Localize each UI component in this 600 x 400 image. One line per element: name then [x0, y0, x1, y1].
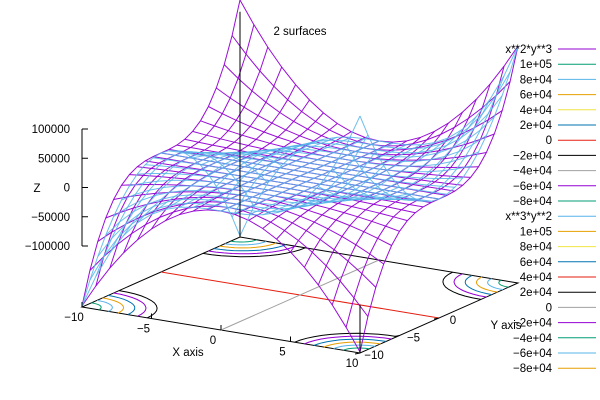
z-tick-label: −100000 [25, 241, 70, 253]
legend-series-label: x**2*y**3 [505, 44, 552, 56]
mesh-line [290, 137, 449, 209]
base-contour-arc [208, 245, 296, 255]
legend-contour-label: 0 [546, 135, 552, 147]
x-tick-label: −5 [137, 324, 150, 336]
mesh-line [89, 205, 369, 317]
legend-contour-label: 1e+05 [520, 226, 552, 238]
legend-contour-label: −6e+04 [513, 348, 553, 360]
mesh-line [176, 150, 455, 188]
mesh-line [160, 152, 440, 200]
z-tick-label: −50000 [31, 212, 70, 224]
base-contour-arc [102, 297, 125, 314]
mesh-line [208, 135, 487, 175]
legend-contour-label: −4e+04 [513, 333, 553, 345]
mesh-line [248, 144, 408, 216]
base-contour-arc [343, 347, 370, 351]
legend-contour-label: 4e+04 [520, 272, 553, 284]
base-plane-border [80, 236, 520, 354]
base-contour-arc [219, 242, 277, 249]
legend-contour-label: −8e+04 [513, 363, 553, 375]
x-tick-label: 10 [346, 358, 359, 370]
base-contour-arc [333, 344, 376, 350]
legend-contour-label: 8e+04 [520, 242, 553, 254]
legend-contour-label: −8e+04 [513, 196, 553, 208]
mesh-line [81, 209, 361, 353]
base-contour-arc [91, 302, 102, 311]
base-contour-arc [304, 335, 392, 345]
base-contour-arc [498, 279, 509, 288]
base-plane [80, 236, 520, 354]
mesh-line [304, 128, 463, 203]
legend-contour-label: −2e+04 [513, 150, 553, 162]
legend-contour-label: −6e+04 [513, 181, 553, 193]
mesh-line [359, 45, 519, 202]
base-contour-arc [224, 240, 267, 246]
z-tick-label: 100000 [32, 124, 70, 136]
legend-contour-label: 2e+04 [520, 120, 553, 132]
y-axis-label: Y axis [490, 320, 521, 332]
y-tick-label: −5 [407, 333, 420, 345]
mesh-line [231, 35, 511, 147]
legend: x**2*y**3 1e+05 8e+04 6e+04 4e+04 2e+04 0 −2e+0… [505, 44, 596, 375]
y-tick [433, 317, 440, 320]
base-contour-arc [323, 341, 381, 348]
legend-contour-label: 0 [546, 302, 552, 314]
x-tick-label: 5 [279, 347, 285, 359]
mesh-line [345, 75, 505, 201]
zero-contour-line [220, 259, 380, 331]
base-contour-arc [475, 276, 498, 293]
y-tick-label: −10 [364, 350, 384, 362]
base-contour-arc [313, 338, 387, 346]
surface-x3y2-mesh [81, 45, 519, 307]
base-contour-arc [442, 271, 481, 300]
mesh-line [223, 95, 503, 201]
legend-contour-label: 2e+04 [520, 287, 553, 299]
mesh-line [231, 71, 511, 218]
y-tick [394, 335, 400, 337]
legend-contour-label: 6e+04 [520, 90, 553, 102]
base-contour-arc [464, 274, 492, 296]
base-contour-arc [119, 290, 158, 319]
legend-contour-label: 4e+04 [520, 105, 553, 117]
y-tick [354, 352, 361, 355]
x-tick-label: 0 [210, 335, 216, 347]
base-contour-arc [113, 292, 147, 317]
mesh-line [234, 142, 394, 214]
z-tick-label: 50000 [38, 153, 70, 165]
y-tick-label: 0 [450, 315, 456, 327]
base-contour-arc [487, 278, 504, 291]
legend-contour-label: 1e+05 [520, 59, 552, 71]
mesh-line [239, 0, 519, 143]
x-axis-label: X axis [172, 347, 204, 359]
base-contour-arc [294, 332, 398, 343]
chart-title: 2 surfaces [273, 26, 326, 38]
base-contour-arc [453, 273, 487, 298]
base-contour-arc [213, 244, 287, 252]
z-tick-label: 0 [64, 183, 70, 195]
mesh-line [215, 116, 495, 187]
mesh-line [331, 98, 491, 201]
mesh-line [216, 87, 495, 156]
mesh-line [276, 142, 435, 214]
legend-series-label: x**3*y**2 [505, 211, 552, 223]
mesh-line [192, 151, 471, 173]
legend-contour-label: 8e+04 [520, 74, 553, 86]
mesh-line [239, 45, 519, 237]
base-contour-arc [202, 247, 306, 258]
legend-contour-label: −4e+04 [513, 166, 553, 178]
mesh-line [184, 152, 463, 179]
legend-contour-label: −2e+04 [513, 318, 553, 330]
axes: 100000 50000 0 −50000 −100000 −10 −5 0 5 10 −10 −5 0 [25, 11, 456, 370]
x-tick-label: −10 [64, 312, 84, 324]
base-contour-arc [96, 299, 113, 312]
legend-contour-label: 6e+04 [520, 257, 553, 269]
mesh-line [262, 144, 421, 216]
base-contour-arc [230, 239, 257, 243]
z-axis-label: Z [33, 183, 40, 195]
base-contour-arc [108, 294, 136, 316]
mesh-line [318, 116, 477, 201]
mesh-line [200, 150, 479, 167]
